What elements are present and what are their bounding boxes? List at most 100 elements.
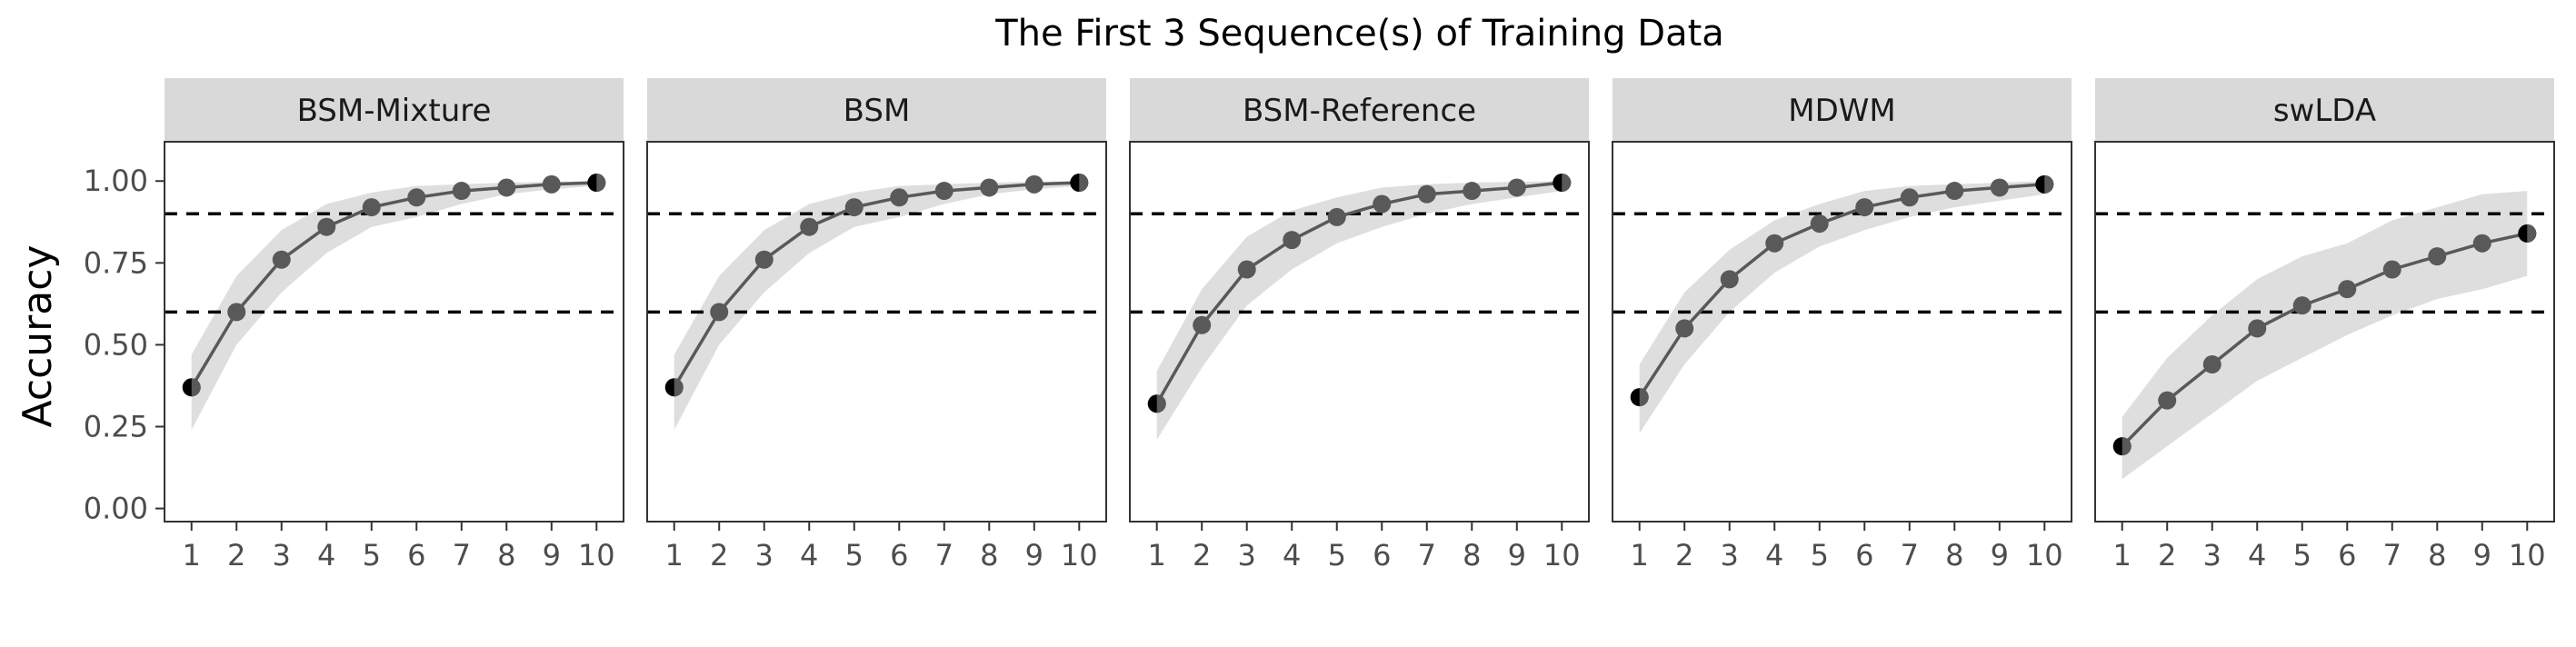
data-point [2472, 234, 2491, 253]
facet-strip [1612, 78, 2072, 142]
facet-strip [647, 78, 1106, 142]
x-tick-label: 5 [363, 538, 381, 572]
data-point [1327, 207, 1346, 226]
data-point [1373, 194, 1392, 214]
data-point-highlight [1562, 174, 1572, 193]
data-point [2382, 260, 2401, 279]
data-point [1417, 184, 1436, 204]
x-tick-label: 2 [1675, 538, 1693, 572]
data-point [272, 250, 291, 269]
confidence-band [2122, 191, 2528, 480]
x-tick-label: 7 [1901, 538, 1919, 572]
y-tick-label: 0.75 [84, 245, 148, 280]
data-point [754, 250, 774, 269]
x-tick-label: 8 [980, 538, 998, 572]
x-tick-label: 1 [1631, 538, 1649, 572]
data-point-highlight [2527, 224, 2537, 243]
x-tick-label: 4 [2248, 538, 2266, 572]
chart-title: The First 3 Sequence(s) of Training Data [994, 13, 1724, 55]
x-tick-label: 8 [2428, 538, 2446, 572]
x-tick-label: 3 [1721, 538, 1739, 572]
data-point-highlight [2122, 437, 2132, 456]
facet-strip-label: BSM [844, 93, 911, 129]
data-point [1810, 214, 1829, 234]
x-tick-label: 6 [407, 538, 425, 572]
data-point [362, 198, 381, 217]
data-point [452, 182, 471, 201]
data-point [407, 188, 426, 207]
data-point [1193, 315, 1212, 334]
x-tick-label: 4 [1765, 538, 1783, 572]
facet-strip-label: swLDA [2273, 93, 2376, 129]
x-tick-label: 6 [890, 538, 908, 572]
x-tick-label: 7 [2383, 538, 2401, 572]
facet-strip-label: BSM-Reference [1243, 93, 1476, 129]
x-tick-label: 2 [1193, 538, 1211, 572]
y-tick-label: 0.25 [84, 410, 148, 444]
x-tick-label: 1 [183, 538, 201, 572]
data-point-highlight [191, 378, 201, 397]
series-line [1638, 183, 2045, 399]
confidence-band [674, 181, 1080, 431]
x-tick-label: 10 [1543, 538, 1581, 572]
data-point [2428, 247, 2447, 266]
data-point [800, 217, 819, 236]
data-point [1990, 178, 2009, 197]
data-point [1900, 188, 1919, 207]
series-line [2121, 232, 2528, 448]
data-point-highlight [596, 174, 606, 193]
data-point [227, 303, 246, 322]
data-point-highlight [674, 378, 684, 397]
x-tick-label: 2 [2158, 538, 2176, 572]
series-line [190, 181, 597, 389]
x-tick-label: 9 [1991, 538, 2009, 572]
data-point [1237, 260, 1256, 279]
data-point [890, 188, 909, 207]
data-point [1024, 174, 1043, 194]
series-line [673, 181, 1080, 389]
y-tick-label: 0.00 [84, 492, 148, 526]
data-point-highlight [2044, 174, 2054, 194]
facet-strip [1130, 78, 1589, 142]
x-tick-label: 5 [1811, 538, 1829, 572]
facet-strip [2095, 78, 2554, 142]
x-tick-label: 5 [1328, 538, 1346, 572]
x-tick-label: 4 [800, 538, 818, 572]
x-tick-label: 4 [317, 538, 335, 572]
facet-panel-swlda: swLDA 1 2 3 4 5 6 7 8 9 10 [2094, 78, 2555, 572]
data-point [2292, 296, 2311, 315]
x-tick-label: 6 [1373, 538, 1391, 572]
facet-panel-bsm-mixture: BSM-Mixture 1 2 3 4 5 6 7 8 9 10 [164, 78, 624, 572]
y-axis-label: Accuracy [15, 245, 61, 428]
x-tick-label: 9 [1508, 538, 1526, 572]
data-point [1675, 319, 1694, 338]
x-tick-label: 7 [453, 538, 471, 572]
x-tick-label: 3 [2203, 538, 2222, 572]
x-tick-label: 9 [543, 538, 561, 572]
x-tick-label: 8 [1945, 538, 1963, 572]
x-tick-label: 1 [1148, 538, 1166, 572]
data-point [2202, 355, 2222, 374]
data-point [710, 303, 729, 322]
panel-border [2094, 141, 2555, 523]
x-tick-label: 7 [1418, 538, 1436, 572]
data-point [542, 174, 561, 194]
y-tick-label: 1.00 [84, 164, 148, 198]
x-tick-label: 6 [2338, 538, 2356, 572]
data-point [1507, 178, 1526, 197]
x-tick-label: 2 [227, 538, 245, 572]
data-point [844, 198, 864, 217]
x-tick-label: 4 [1283, 538, 1301, 572]
series-line [1155, 181, 1563, 405]
facet-panel-bsm: BSM 1 2 3 4 5 6 7 8 9 10 [646, 78, 1107, 572]
confidence-band [1639, 181, 2045, 433]
x-tick-label: 10 [578, 538, 615, 572]
x-tick-label: 3 [1238, 538, 1256, 572]
x-tick-label: 7 [935, 538, 954, 572]
panel-border [1612, 141, 2072, 523]
data-point [2158, 391, 2177, 410]
data-point-highlight [1156, 394, 1166, 413]
